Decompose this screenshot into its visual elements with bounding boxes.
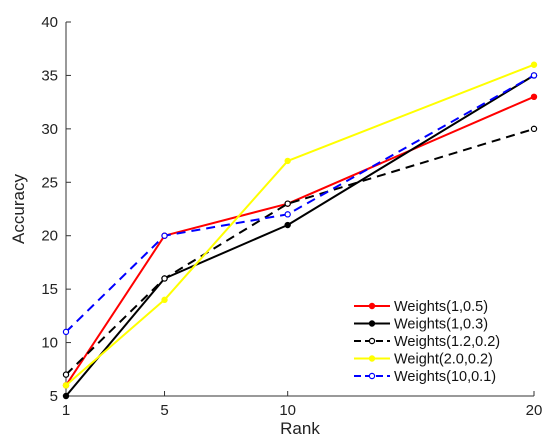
data-point-4-3 [530,72,538,79]
legend-swatch-marker [368,355,376,362]
legend-entry-label: Weights(1.2,0.2) [394,334,500,350]
legend-swatch-marker [368,337,376,345]
y-tick-label: 15 [41,281,58,298]
data-point-2-2 [284,200,291,207]
series-line-4 [65,74,535,333]
legend-swatch-marker [368,320,376,327]
data-point-2-0 [62,371,70,378]
data-point-4-0 [62,328,70,336]
legend: Weights(1,0.5) Weights(1,0.3)Weights(1.2,… [354,299,500,385]
x-axis-label: Rank [280,419,320,438]
data-point-2-1 [161,275,168,282]
legend-entry-label: Weight(2.0,0.2) [394,352,493,368]
series-line-1 [65,74,535,397]
x-tick-label: 1 [62,402,70,419]
y-axis-label: Accuracy [9,174,28,244]
data-point-1-2 [284,221,291,229]
x-tick-label: 10 [279,402,296,419]
x-tick-label: 5 [160,402,168,419]
data-point-3-0 [62,382,70,389]
y-tick-label: 10 [41,335,58,352]
data-point-2-3 [530,125,538,133]
y-tick-label: 35 [41,67,58,84]
data-point-3-3 [530,61,538,68]
data-point-1-0 [62,392,70,400]
legend-entry-label: Weights(10,0.1) [394,369,496,385]
y-tick-label: 25 [41,174,58,191]
legend-swatch-marker [368,372,376,380]
legend-swatch-marker [368,302,376,310]
series-line-2 [65,127,535,376]
legend-entry-label: Weights(1,0.3) [394,317,488,333]
plot-area [62,61,538,400]
y-tick-label: 20 [41,228,58,245]
y-tick-label: 30 [41,121,58,138]
series-line-3 [65,63,535,387]
data-point-3-2 [284,157,291,165]
data-point-3-1 [161,296,168,304]
legend-entry-label: Weights(1,0.5) [394,299,488,315]
x-tick-label: 20 [526,402,543,419]
data-point-4-2 [284,211,291,218]
data-point-4-1 [161,232,168,239]
y-tick-label: 40 [41,14,58,31]
y-tick-label: 5 [50,388,58,405]
data-point-0-3 [530,93,538,101]
